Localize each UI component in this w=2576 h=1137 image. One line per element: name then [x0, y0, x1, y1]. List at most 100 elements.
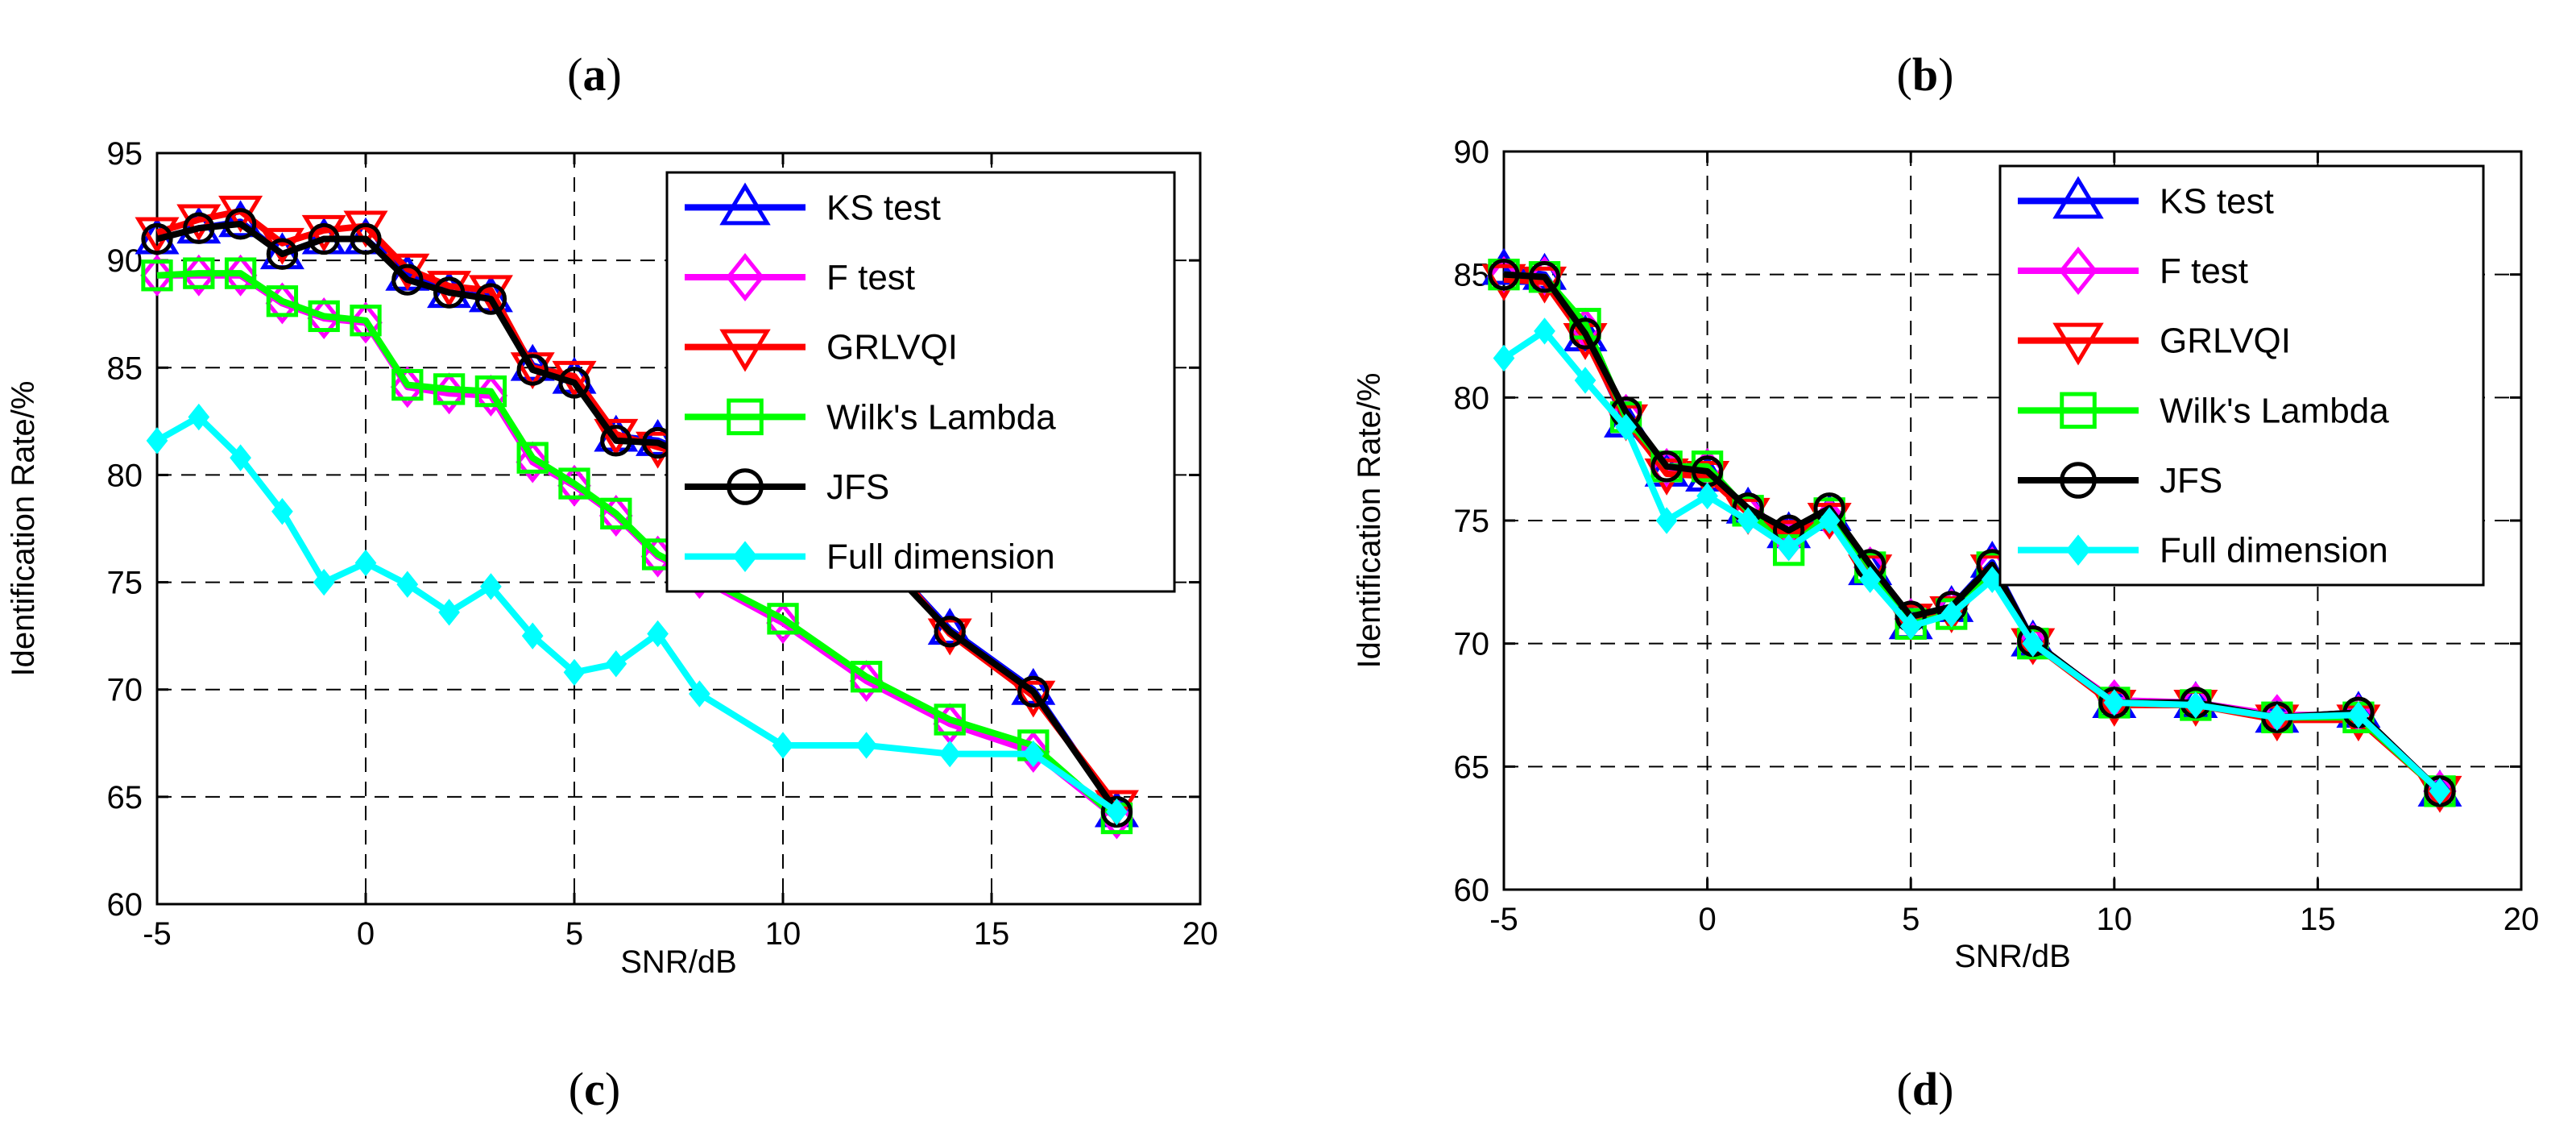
- legend-label: KS test: [826, 188, 941, 227]
- data-point: [1016, 730, 1050, 773]
- data-point: [140, 254, 174, 297]
- x-tick-label: 20: [2504, 902, 2540, 937]
- data-point: [1981, 566, 2003, 593]
- legend-swatch-marker: [719, 329, 771, 372]
- data-point: [2424, 775, 2456, 807]
- y-tick-label: 65: [107, 780, 143, 815]
- data-point: [223, 254, 258, 297]
- data-point: [600, 425, 632, 457]
- data-point: [146, 427, 168, 454]
- data-point: [2429, 778, 2451, 805]
- x-tick-label: -5: [1489, 902, 1518, 937]
- data-point: [563, 658, 586, 687]
- y-tick-label: 70: [107, 673, 143, 708]
- data-point: [224, 257, 257, 289]
- legend-item: F test: [2018, 246, 2248, 296]
- data-point: [1106, 798, 1128, 826]
- data-point: [474, 283, 507, 315]
- data-point: [594, 418, 639, 456]
- data-point: [183, 212, 215, 244]
- data-point: [480, 573, 502, 600]
- caption-d: (d): [1897, 1063, 1954, 1115]
- data-point: [313, 568, 335, 596]
- data-point: [938, 740, 961, 768]
- series-line: [156, 270, 1120, 821]
- data-point: [1488, 259, 1520, 291]
- data-point: [301, 214, 346, 252]
- data-point: [224, 208, 257, 240]
- legend: KS test F test GRLVQI Wilk's Lambda JFS Full …: [665, 171, 1176, 593]
- legend-item: JFS: [2018, 461, 2222, 500]
- y-tick-label: 85: [107, 351, 143, 386]
- legend-swatch-marker: [727, 398, 764, 436]
- y-tick-label: 85: [1454, 258, 1490, 293]
- data-point: [558, 367, 590, 399]
- data-point: [855, 732, 877, 759]
- legend-label: KS test: [2160, 181, 2274, 221]
- legend-label: GRLVQI: [826, 328, 958, 367]
- data-point: [516, 354, 549, 386]
- data-point: [600, 497, 632, 530]
- data-point: [1528, 261, 1561, 293]
- legend-label: JFS: [826, 467, 889, 507]
- x-tick-label: 15: [974, 916, 1010, 952]
- legend-swatch-marker: [2060, 462, 2097, 499]
- legend-item: Full dimension: [685, 537, 1055, 577]
- legend-item: Wilk's Lambda: [2018, 391, 2389, 430]
- data-point: [1534, 317, 1555, 345]
- data-point: [1940, 600, 1963, 628]
- data-point: [1017, 675, 1050, 708]
- data-point: [350, 222, 382, 255]
- legend: KS test F test GRLVQI Wilk's Lambda JFS Full …: [1998, 164, 2485, 587]
- legend-item: KS test: [685, 182, 941, 227]
- x-tick-label: 15: [2300, 902, 2336, 937]
- legend-item: GRLVQI: [685, 328, 958, 372]
- data-point: [391, 368, 424, 401]
- legend-label: Full dimension: [2160, 531, 2388, 571]
- data-point: [850, 661, 883, 693]
- legend-item: Wilk's Lambda: [685, 397, 1056, 437]
- legend-label: JFS: [2160, 461, 2222, 500]
- data-point: [183, 257, 215, 289]
- data-point: [772, 732, 794, 759]
- data-point: [433, 276, 466, 309]
- data-point: [605, 650, 627, 678]
- data-point: [141, 222, 173, 255]
- legend-swatch-marker: [727, 468, 764, 505]
- x-tick-label: 10: [765, 916, 801, 952]
- data-point: [308, 300, 340, 333]
- data-point: [181, 254, 216, 297]
- legend-box: [1998, 164, 2485, 587]
- data-point: [1100, 795, 1133, 828]
- data-point: [141, 259, 173, 292]
- legend-swatch-marker: [2065, 534, 2091, 566]
- data-point: [2266, 703, 2288, 731]
- data-point: [1615, 413, 1637, 441]
- data-point: [176, 204, 222, 242]
- legend-item: Full dimension: [2018, 531, 2388, 571]
- data-point: [1818, 507, 1841, 534]
- data-point: [558, 467, 590, 500]
- x-tick-label: 5: [1902, 902, 1920, 937]
- data-point: [271, 497, 293, 525]
- data-point: [647, 620, 669, 648]
- data-point: [849, 660, 884, 703]
- data-point: [308, 222, 340, 255]
- axes-box: [155, 151, 1202, 906]
- legend-label: Wilk's Lambda: [2160, 391, 2389, 430]
- series-full-dimension: [1493, 317, 2451, 805]
- data-point: [689, 680, 710, 708]
- y-tick-label: 90: [1454, 135, 1490, 170]
- y-tick-label: 60: [107, 887, 143, 923]
- data-point: [1527, 255, 1562, 298]
- legend-swatch-marker: [725, 252, 765, 302]
- y-tick-label: 80: [1454, 380, 1490, 416]
- legend-item: KS test: [2018, 176, 2274, 221]
- data-point: [468, 275, 513, 313]
- x-tick-label: 10: [2097, 902, 2133, 937]
- legend-label: Full dimension: [826, 537, 1055, 577]
- data-point: [516, 442, 549, 474]
- legend-swatch-marker: [732, 541, 758, 572]
- data-point: [390, 366, 425, 409]
- legend-box: [665, 171, 1176, 593]
